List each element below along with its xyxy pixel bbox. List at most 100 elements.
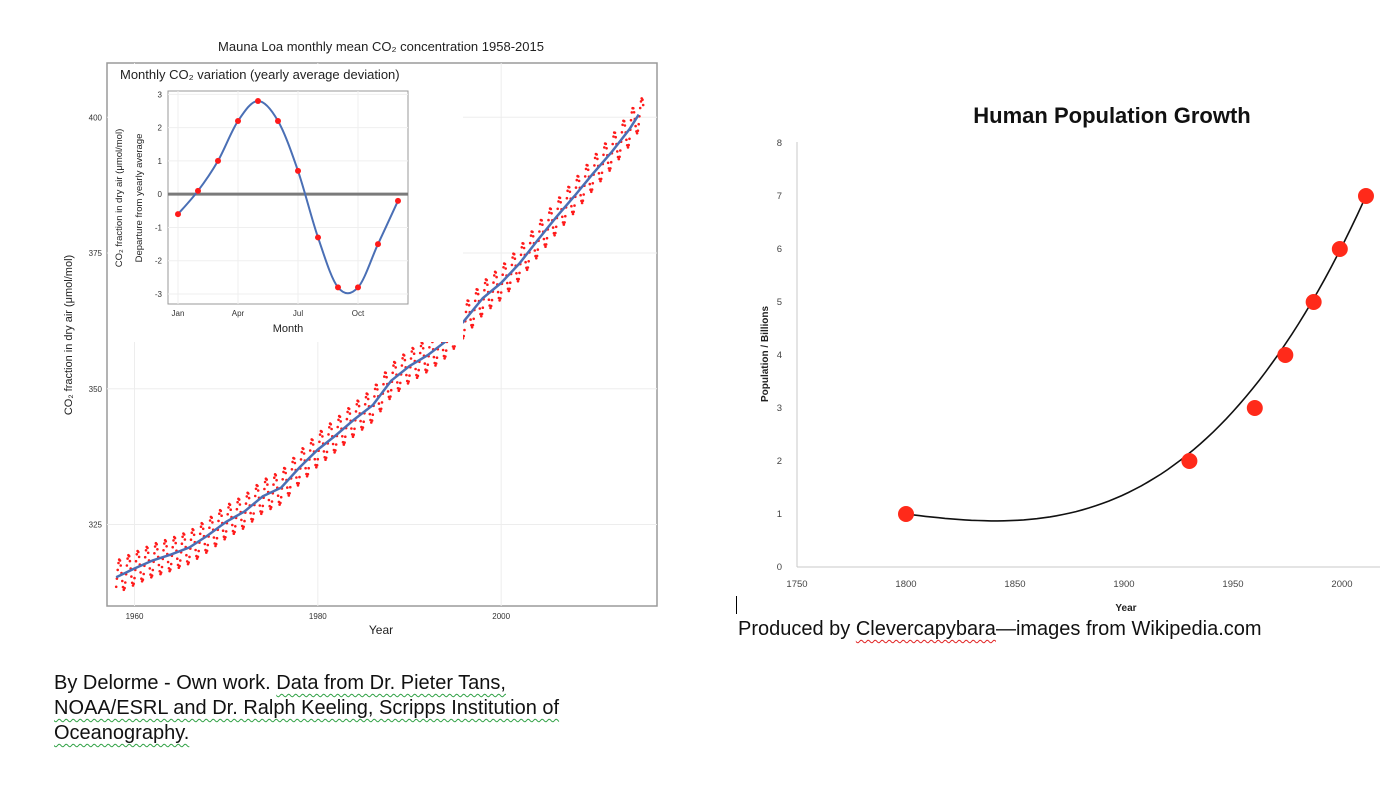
co2-monthly-point bbox=[470, 326, 474, 329]
co2-monthly-point bbox=[544, 243, 548, 246]
inset-y-tick-label: 2 bbox=[158, 124, 163, 133]
co2-monthly-point bbox=[126, 557, 129, 560]
co2-monthly-point bbox=[641, 103, 645, 107]
co2-monthly-point bbox=[507, 289, 511, 293]
inset-y-axis-label-2: Departure from yearly average bbox=[134, 134, 145, 263]
co2-monthly-point bbox=[352, 433, 356, 437]
inset-y-tick-label: 3 bbox=[158, 90, 163, 99]
population-point bbox=[1181, 453, 1198, 469]
co2-monthly-point bbox=[279, 495, 283, 499]
co2-monthly-point bbox=[357, 404, 361, 408]
co2-monthly-point bbox=[130, 575, 133, 578]
co2-monthly-point bbox=[417, 368, 421, 372]
co2-monthly-point bbox=[596, 157, 599, 161]
co2-monthly-point bbox=[260, 512, 263, 516]
co2-monthly-point bbox=[495, 275, 498, 279]
co2-monthly-point bbox=[412, 347, 415, 351]
population-x-tick-label: 1900 bbox=[1113, 579, 1134, 590]
co2-monthly-point bbox=[272, 483, 275, 486]
co2-y-tick-label: 325 bbox=[89, 521, 103, 530]
co2-monthly-point bbox=[531, 230, 534, 234]
co2-monthly-point bbox=[276, 494, 280, 498]
co2-monthly-point bbox=[499, 291, 503, 294]
co2-monthly-point bbox=[619, 149, 622, 152]
co2-monthly-point bbox=[334, 449, 337, 452]
co2-monthly-point bbox=[416, 374, 420, 378]
co2-monthly-point bbox=[263, 487, 266, 491]
co2-monthly-point bbox=[188, 555, 191, 559]
co2-monthly-point bbox=[473, 299, 477, 303]
co2-monthly-point bbox=[435, 356, 439, 360]
co2-monthly-point bbox=[409, 357, 413, 360]
co2-monthly-point bbox=[156, 548, 159, 551]
co2-monthly-point bbox=[522, 246, 526, 250]
co2-monthly-point bbox=[375, 383, 379, 387]
co2-monthly-point bbox=[522, 242, 525, 245]
co2-monthly-point bbox=[263, 480, 267, 484]
co2-monthly-point bbox=[611, 142, 614, 146]
co2-monthly-point bbox=[529, 234, 533, 237]
co2-y-tick-label: 400 bbox=[89, 113, 103, 122]
co2-monthly-point bbox=[382, 382, 385, 386]
caption-produced-by: Produced by bbox=[738, 618, 856, 640]
co2-monthly-point bbox=[599, 177, 603, 181]
inset-x-tick-label: Jan bbox=[172, 309, 185, 318]
co2-monthly-point bbox=[426, 363, 430, 367]
inset-x-axis-ticks: Jan Apr Jul Oct bbox=[172, 309, 365, 318]
co2-monthly-point bbox=[245, 495, 249, 498]
co2-monthly-point bbox=[517, 277, 520, 281]
population-x-tick-label: 1850 bbox=[1004, 579, 1025, 590]
co2-monthly-point bbox=[528, 241, 532, 245]
co2-monthly-point bbox=[559, 201, 562, 204]
co2-monthly-point bbox=[240, 518, 243, 522]
co2-monthly-point bbox=[512, 252, 516, 256]
population-x-tick-label: 1800 bbox=[895, 579, 916, 590]
co2-monthly-point bbox=[179, 559, 182, 562]
co2-monthly-point bbox=[549, 207, 553, 211]
inset-x-tick-label: Apr bbox=[232, 309, 245, 318]
co2-monthly-point bbox=[237, 498, 241, 501]
co2-monthly-point bbox=[286, 486, 289, 489]
population-y-tick-label: 2 bbox=[777, 456, 782, 467]
co2-monthly-point bbox=[474, 292, 478, 295]
population-y-tick-label: 8 bbox=[777, 138, 782, 149]
co2-monthly-point bbox=[151, 568, 155, 572]
co2-monthly-point bbox=[190, 531, 194, 534]
co2-y-tick-label: 375 bbox=[89, 249, 103, 258]
co2-monthly-point bbox=[526, 266, 530, 269]
population-point bbox=[1331, 241, 1348, 257]
co2-monthly-point bbox=[577, 179, 581, 183]
co2-monthly-point bbox=[412, 352, 416, 356]
co2-monthly-point bbox=[194, 548, 197, 552]
co2-monthly-point bbox=[172, 539, 175, 542]
co2-monthly-point bbox=[405, 373, 408, 377]
co2-monthly-point bbox=[357, 400, 360, 403]
co2-monthly-point bbox=[580, 201, 584, 205]
population-y-axis-ticks: 0 1 2 3 4 5 6 7 8 bbox=[777, 138, 782, 573]
co2-monthly-point bbox=[212, 536, 216, 539]
co2-monthly-point bbox=[590, 188, 594, 191]
co2-monthly-point bbox=[453, 345, 456, 348]
co2-monthly-point bbox=[282, 470, 285, 474]
co2-monthly-point bbox=[333, 451, 336, 454]
co2-monthly-point bbox=[176, 557, 179, 560]
co2-monthly-point bbox=[599, 179, 602, 183]
co2-monthly-point bbox=[379, 409, 382, 413]
co2-monthly-point bbox=[206, 543, 210, 547]
co2-monthly-point bbox=[608, 169, 611, 172]
co2-monthly-point bbox=[626, 146, 630, 149]
caption-prefix: By Delorme - Own work. bbox=[54, 672, 277, 694]
co2-monthly-point bbox=[208, 519, 212, 522]
co2-monthly-point bbox=[452, 347, 456, 350]
co2-monthly-point bbox=[329, 423, 333, 426]
co2-monthly-point bbox=[524, 260, 527, 264]
co2-monthly-point bbox=[362, 420, 366, 424]
co2-monthly-point bbox=[393, 361, 397, 365]
co2-monthly-point bbox=[609, 160, 613, 164]
population-y-tick-label: 1 bbox=[777, 509, 782, 520]
co2-monthly-point bbox=[421, 342, 424, 345]
co2-monthly-point bbox=[221, 529, 225, 532]
co2-monthly-point bbox=[547, 218, 550, 222]
inset-title: Monthly CO₂ variation (yearly average de… bbox=[120, 67, 400, 82]
